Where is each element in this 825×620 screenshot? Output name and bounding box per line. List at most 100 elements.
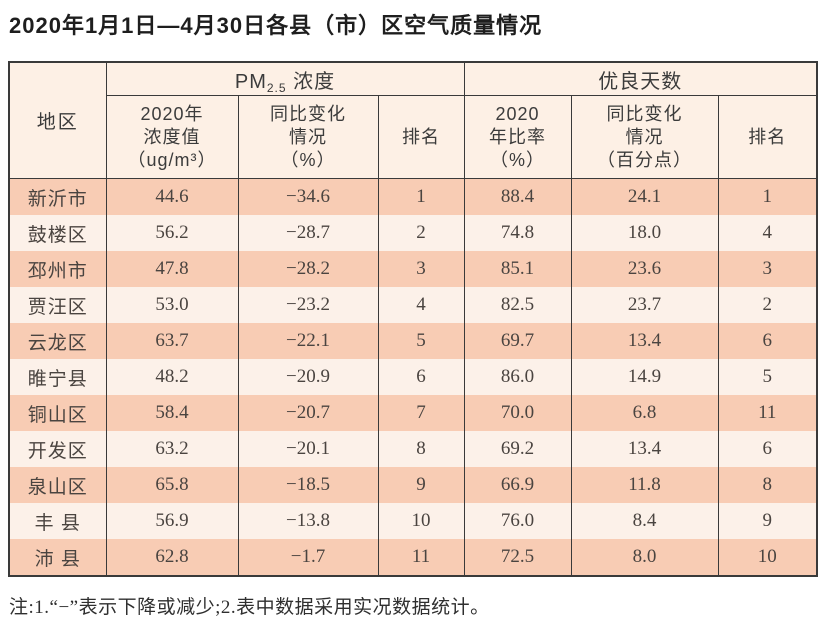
pm25-value-cell: 63.2 xyxy=(105,431,239,467)
good-days-change-cell: 24.1 xyxy=(570,178,719,215)
good-days-change-cell: 6.8 xyxy=(570,395,719,431)
pm25-rank-cell: 6 xyxy=(377,359,465,395)
pm25-label-subscript: 2.5 xyxy=(266,80,287,95)
good-days-rank-cell: 3 xyxy=(717,251,818,287)
column-header-pm25-rank: 排名 xyxy=(377,95,465,179)
header-sub-row: 2020年 浓度值 （ug/m³） 同比变化 情况 （%） 排名 2020 年比… xyxy=(9,95,818,179)
good-days-rank-cell: 10 xyxy=(717,539,818,576)
header-line: 同比变化 xyxy=(606,103,683,124)
pm25-value-cell: 58.4 xyxy=(105,395,239,431)
pm25-rank-cell: 3 xyxy=(377,251,465,287)
region-cell: 开发区 xyxy=(8,431,107,467)
pm25-change-cell: −20.7 xyxy=(237,395,379,431)
header-line: （%） xyxy=(280,149,336,170)
good-days-ratio-cell: 74.8 xyxy=(463,215,572,251)
table-row: 泉山区 65.8 −18.5 9 66.9 11.8 8 xyxy=(8,467,818,503)
header-line: 情况 xyxy=(289,126,327,147)
good-days-change-cell: 14.9 xyxy=(570,359,719,395)
good-days-ratio-cell: 69.2 xyxy=(463,431,572,467)
good-days-ratio-cell: 88.4 xyxy=(463,178,572,215)
pm25-rank-cell: 10 xyxy=(377,503,465,539)
good-days-rank-cell: 1 xyxy=(717,178,818,215)
pm25-change-cell: −22.1 xyxy=(237,323,379,359)
pm25-change-cell: −34.6 xyxy=(237,178,379,215)
table-container: 地区 PM2.5 浓度 优良天数 2020年 浓度值 （ug/m³） 同比变化 … xyxy=(8,61,818,577)
good-days-ratio-cell: 72.5 xyxy=(463,539,572,576)
header-line: 2020 xyxy=(495,103,540,124)
pm25-change-cell: −28.2 xyxy=(237,251,379,287)
pm25-rank-cell: 1 xyxy=(377,178,465,215)
table-row: 邳州市 47.8 −28.2 3 85.1 23.6 3 xyxy=(8,251,818,287)
region-cell: 新沂市 xyxy=(8,178,107,215)
good-days-rank-cell: 5 xyxy=(717,359,818,395)
good-days-ratio-cell: 69.7 xyxy=(463,323,572,359)
good-days-rank-cell: 8 xyxy=(717,467,818,503)
pm25-value-cell: 53.0 xyxy=(105,287,239,323)
pm25-value-cell: 47.8 xyxy=(105,251,239,287)
pm25-value-cell: 56.9 xyxy=(105,503,239,539)
good-days-ratio-cell: 86.0 xyxy=(463,359,572,395)
table-row: 新沂市 44.6 −34.6 1 88.4 24.1 1 xyxy=(8,178,818,215)
header-line: （百分点） xyxy=(597,149,692,170)
column-header-region: 地区 xyxy=(8,61,107,179)
pm25-label-prefix: PM xyxy=(234,70,267,93)
pm25-rank-cell: 9 xyxy=(377,467,465,503)
column-header-ratio-change: 同比变化 情况 （百分点） xyxy=(570,95,719,179)
column-header-pm25-change: 同比变化 情况 （%） xyxy=(237,95,379,179)
pm25-change-cell: −13.8 xyxy=(237,503,379,539)
good-days-change-cell: 8.4 xyxy=(570,503,719,539)
column-header-ratio: 2020 年比率 （%） xyxy=(463,95,572,179)
pm25-value-cell: 63.7 xyxy=(105,323,239,359)
good-days-rank-cell: 9 xyxy=(717,503,818,539)
good-days-change-cell: 23.7 xyxy=(570,287,719,323)
good-days-ratio-cell: 76.0 xyxy=(463,503,572,539)
pm25-change-cell: −20.9 xyxy=(237,359,379,395)
region-cell: 铜山区 xyxy=(8,395,107,431)
good-days-change-cell: 13.4 xyxy=(570,323,719,359)
header-group-row: 地区 PM2.5 浓度 优良天数 xyxy=(8,61,818,179)
header-line: 浓度值 xyxy=(143,126,201,147)
footnote: 注:1.“−”表示下降或减少;2.表中数据采用实况数据统计。 xyxy=(9,597,490,618)
pm25-rank-cell: 11 xyxy=(377,539,465,576)
pm25-value-cell: 44.6 xyxy=(105,178,239,215)
pm25-value-cell: 48.2 xyxy=(105,359,239,395)
table-row: 睢宁县 48.2 −20.9 6 86.0 14.9 5 xyxy=(8,359,818,395)
good-days-change-cell: 13.4 xyxy=(570,431,719,467)
good-days-change-cell: 11.8 xyxy=(570,467,719,503)
good-days-rank-cell: 11 xyxy=(717,395,818,431)
table-body: 新沂市 44.6 −34.6 1 88.4 24.1 1 鼓楼区 56.2 −2… xyxy=(8,178,818,576)
pm25-value-cell: 56.2 xyxy=(105,215,239,251)
region-cell: 邳州市 xyxy=(8,251,107,287)
pm25-rank-cell: 8 xyxy=(377,431,465,467)
pm25-value-cell: 65.8 xyxy=(105,467,239,503)
header-line: 年比率 xyxy=(489,126,546,147)
good-days-rank-cell: 4 xyxy=(717,215,818,251)
good-days-rank-cell: 6 xyxy=(717,431,818,467)
header-line: 同比变化 xyxy=(270,103,346,124)
pm25-rank-cell: 4 xyxy=(377,287,465,323)
region-cell: 丰 县 xyxy=(8,503,107,539)
header-line: （%） xyxy=(489,149,545,170)
good-days-ratio-cell: 66.9 xyxy=(463,467,572,503)
header-line: 情况 xyxy=(625,126,664,147)
pm25-change-cell: −1.7 xyxy=(237,539,379,576)
pm25-change-cell: −23.2 xyxy=(237,287,379,323)
table-header: 地区 PM2.5 浓度 优良天数 2020年 浓度值 （ug/m³） 同比变化 … xyxy=(8,61,818,179)
pm25-change-cell: −20.1 xyxy=(237,431,379,467)
region-cell: 贾汪区 xyxy=(8,287,107,323)
region-cell: 泉山区 xyxy=(8,467,107,503)
pm25-rank-cell: 5 xyxy=(377,323,465,359)
good-days-rank-cell: 2 xyxy=(717,287,818,323)
region-cell: 云龙区 xyxy=(8,323,107,359)
good-days-ratio-cell: 85.1 xyxy=(463,251,572,287)
pm25-value-cell: 62.8 xyxy=(105,539,239,576)
pm25-rank-cell: 7 xyxy=(377,395,465,431)
air-quality-table: 地区 PM2.5 浓度 优良天数 2020年 浓度值 （ug/m³） 同比变化 … xyxy=(8,61,818,577)
column-header-pm25-value: 2020年 浓度值 （ug/m³） xyxy=(105,95,239,179)
pm25-rank-cell: 2 xyxy=(377,215,465,251)
table-row: 云龙区 63.7 −22.1 5 69.7 13.4 6 xyxy=(8,323,818,359)
page-title: 2020年1月1日—4月30日各县（市）区空气质量情况 xyxy=(9,13,543,38)
region-cell: 沛 县 xyxy=(8,539,107,576)
table-row: 沛 县 62.8 −1.7 11 72.5 8.0 10 xyxy=(8,539,818,576)
column-header-ratio-rank: 排名 xyxy=(717,95,818,179)
